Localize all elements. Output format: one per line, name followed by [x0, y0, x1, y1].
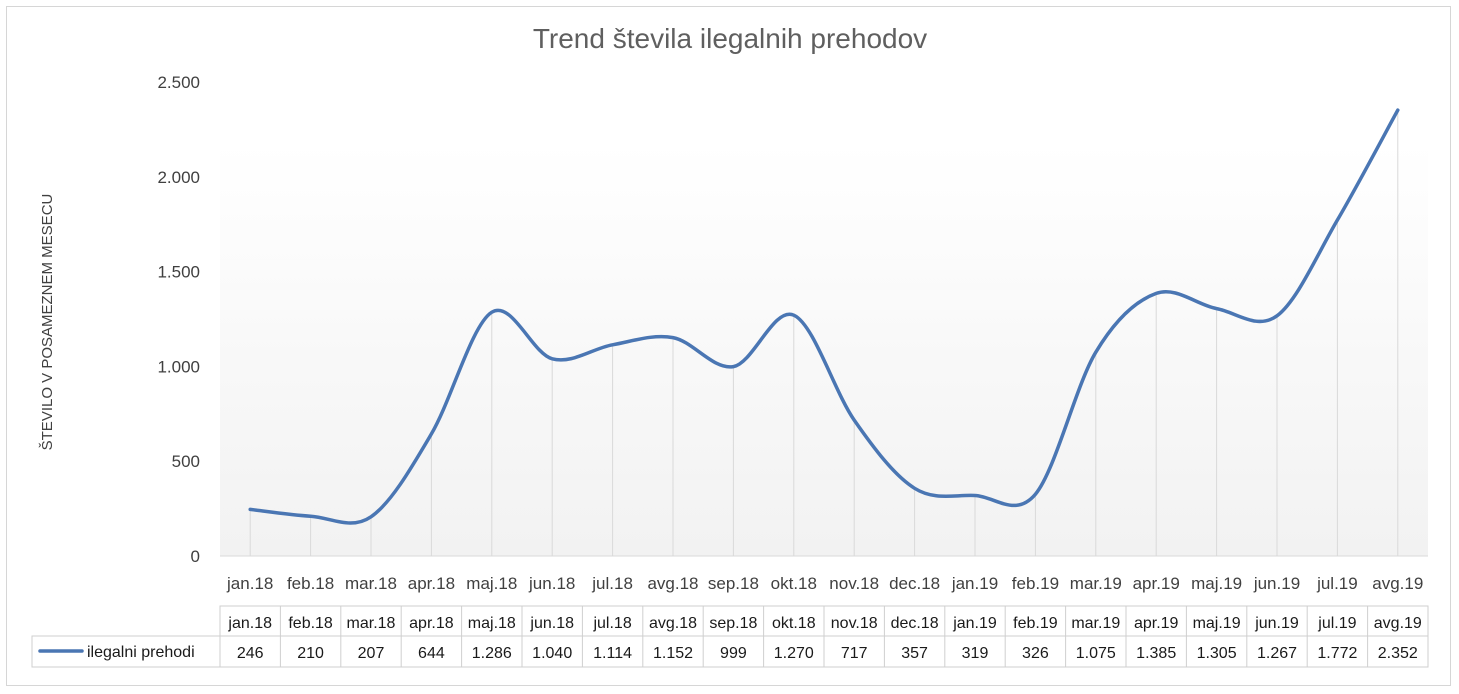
table-header-cell: jun.18	[529, 615, 574, 632]
table-value-cell: 1.286	[472, 645, 512, 662]
y-tick-label: 2.000	[157, 168, 200, 187]
x-tick-label: sep.18	[708, 574, 759, 593]
x-tick-label: apr.18	[408, 574, 455, 593]
y-tick-label: 2.500	[157, 73, 200, 92]
series-line-ilegalni-prehodi	[248, 108, 1400, 525]
table-header-cell: nov.18	[831, 615, 878, 632]
table-value-cell: 1.040	[532, 645, 572, 662]
x-tick-label: nov.18	[829, 574, 879, 593]
x-tick-label: jun.18	[528, 574, 575, 593]
x-tick-label: mar.18	[345, 574, 397, 593]
table-value-cell: 1.270	[774, 645, 814, 662]
table-header-cell: dec.18	[891, 615, 939, 632]
table-value-row	[31, 635, 1429, 668]
table-value-cell: 207	[358, 645, 385, 662]
x-tick-label: maj.19	[1191, 574, 1242, 593]
table-value-cell: 1.075	[1076, 645, 1116, 662]
table-header-cell: jul.19	[1317, 615, 1356, 632]
x-tick-label: jul.18	[591, 574, 633, 593]
table-value-cell: 1.385	[1136, 645, 1176, 662]
y-tick-label: 1.000	[157, 357, 200, 376]
x-tick-label: maj.18	[466, 574, 517, 593]
x-tick-label: feb.19	[1012, 574, 1059, 593]
x-tick-label: mar.19	[1070, 574, 1122, 593]
table-value-cell: 2.352	[1378, 645, 1418, 662]
x-tick-label: apr.19	[1133, 574, 1180, 593]
table-value-cell: 319	[962, 645, 989, 662]
table-value-cell: 1.152	[653, 645, 693, 662]
table-header-cell: sep.18	[709, 615, 757, 632]
y-tick-label: 1.500	[157, 263, 200, 282]
table-value-cell: 1.305	[1197, 645, 1237, 662]
x-tick-label: okt.18	[771, 574, 817, 593]
table-value-cell: 326	[1022, 645, 1049, 662]
table-header-cell: jan.18	[227, 615, 272, 632]
x-tick-label: jul.19	[1316, 574, 1358, 593]
x-tick-label: jan.19	[951, 574, 998, 593]
table-value-cell: 1.772	[1317, 645, 1357, 662]
table-value-cell: 1.114	[593, 645, 632, 662]
table-value-cell: 1.267	[1257, 645, 1297, 662]
table-header-cell: mar.18	[347, 615, 396, 632]
table-header-cell: jul.18	[592, 615, 631, 632]
x-tick-label: avg.19	[1372, 574, 1423, 593]
x-tick-label: jan.18	[226, 574, 273, 593]
x-tick-label: jun.19	[1253, 574, 1300, 593]
plot-area	[220, 142, 1428, 556]
table-header-cell: okt.18	[772, 615, 816, 632]
table-value-cell: 999	[720, 645, 747, 662]
chart-title: Trend števila ilegalnih prehodov	[533, 23, 927, 54]
y-tick-label: 0	[191, 547, 200, 566]
x-tick-label: avg.18	[647, 574, 698, 593]
table-header-cell: apr.19	[1134, 615, 1179, 632]
table-header-cell: avg.19	[1374, 615, 1422, 632]
table-header-cell: maj.19	[1193, 615, 1241, 632]
table-header-cell: avg.18	[649, 615, 697, 632]
table-header-cell: apr.18	[409, 615, 454, 632]
y-tick-label: 500	[172, 452, 200, 471]
table-header-cell: feb.18	[288, 615, 333, 632]
table-header-cell: mar.19	[1071, 615, 1120, 632]
table-value-cell: 717	[841, 645, 868, 662]
table-value-cell: 210	[297, 645, 324, 662]
table-header-cell: feb.19	[1013, 615, 1058, 632]
table-header-cell: maj.18	[468, 615, 516, 632]
table-value-cell: 644	[418, 645, 445, 662]
legend-series-name: ilegalni prehodi	[87, 644, 195, 661]
x-tick-label: feb.18	[287, 574, 334, 593]
x-tick-label: dec.18	[889, 574, 940, 593]
table-value-cell: 357	[901, 645, 928, 662]
table-header-cell: jan.19	[952, 615, 997, 632]
table-header-cell: jun.19	[1254, 615, 1299, 632]
table-value-cell: 246	[237, 645, 264, 662]
y-axis-label: ŠTEVILO V POSAMEZNEM MESECU	[39, 194, 56, 451]
